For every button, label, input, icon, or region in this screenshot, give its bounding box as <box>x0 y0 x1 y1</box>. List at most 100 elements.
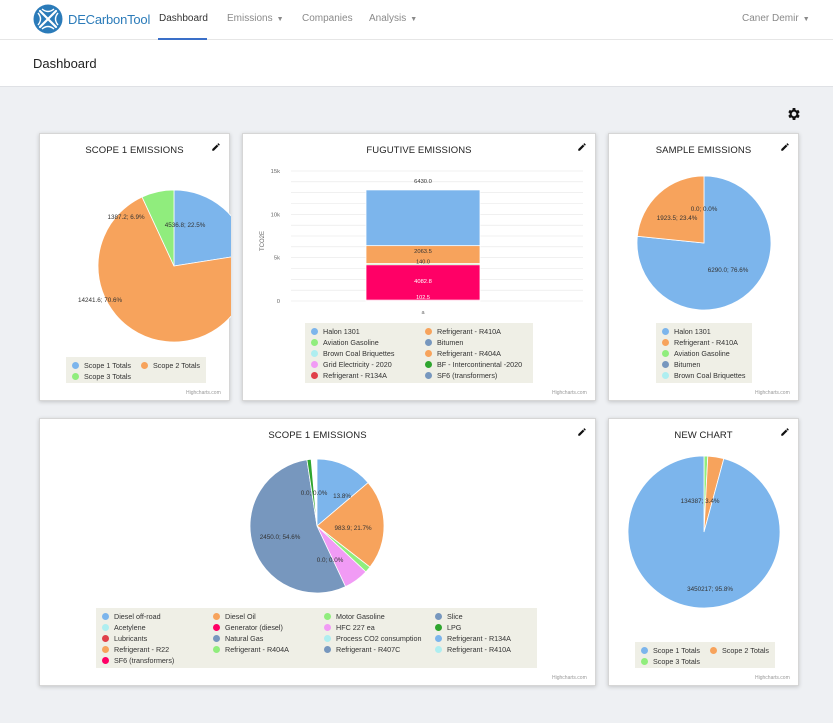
legend-marker <box>102 635 109 642</box>
fugitive-emissions-card: FUGUTIVE EMISSIONS TCO2E 0 5k 10k 15k 6430.… <box>242 133 596 401</box>
legend-item[interactable]: Aviation Gasoline <box>662 349 730 358</box>
legend-item[interactable]: Refrigerant - R410A <box>435 645 511 654</box>
card-title: SCOPE 1 EMISSIONS <box>268 430 367 441</box>
legend-item[interactable]: Scope 1 Totals <box>72 361 131 370</box>
legend-marker <box>662 350 669 357</box>
legend-item[interactable]: Slice <box>435 612 463 621</box>
legend-item[interactable]: Refrigerant - R22 <box>102 645 169 654</box>
legend-item[interactable]: Brown Coal Briquettes <box>311 349 395 358</box>
legend-item[interactable]: HFC 227 ea <box>324 623 375 632</box>
pencil-edit-icon[interactable] <box>211 142 221 152</box>
pie-slice-scope1[interactable] <box>173 189 231 267</box>
legend-item[interactable]: Lubricants <box>102 634 147 643</box>
highcharts-credit[interactable]: Highcharts.com <box>552 390 587 396</box>
legend-item[interactable]: Halon 1301 <box>662 327 711 336</box>
bar-segment-refrigerant-r404a[interactable] <box>365 264 481 301</box>
legend-item[interactable]: Diesel off-road <box>102 612 161 621</box>
legend-item[interactable]: Process CO2 consumption <box>324 634 422 643</box>
legend-item[interactable]: SF6 (transformers) <box>425 371 497 380</box>
nav-companies[interactable]: Companies <box>302 13 353 24</box>
chart-legend: Scope 1 Totals Scope 2 Totals Scope 3 To… <box>66 357 206 383</box>
y-tick-label: 0 <box>277 299 280 305</box>
bar-label-r404a: 4082.8 <box>414 279 432 285</box>
legend-marker <box>102 646 109 653</box>
legend-label: Bitumen <box>437 338 464 347</box>
highcharts-credit[interactable]: Highcharts.com <box>186 390 221 396</box>
pie-label-scope1: 3450217; 95.8% <box>687 586 733 593</box>
pie-slice-halon[interactable] <box>636 175 772 311</box>
pie-label-zero: 0.0; 0.0% <box>691 206 718 213</box>
card-title: SAMPLE EMISSIONS <box>655 145 752 156</box>
legend-label: Scope 2 Totals <box>153 361 201 370</box>
brand-name[interactable]: DECarbonTool <box>68 12 151 27</box>
legend-item[interactable]: LPG <box>435 623 461 632</box>
legend-label: Refrigerant - R22 <box>114 645 170 654</box>
legend-marker <box>425 328 432 335</box>
legend-item[interactable]: Brown Coal Briquettes <box>662 371 746 380</box>
nav-emissions-label: Emissions <box>227 13 273 24</box>
legend-item[interactable]: Acetylene <box>102 623 146 632</box>
highcharts-credit[interactable]: Highcharts.com <box>755 675 790 681</box>
legend-marker <box>213 613 220 620</box>
pie-label-scope1: 4536.8; 22.5% <box>165 222 206 229</box>
y-tick-label: 15k <box>271 169 280 175</box>
legend-label: Motor Gasoline <box>336 612 385 621</box>
nav-analysis[interactable]: Analysis ▼ <box>369 13 417 24</box>
legend-label: HFC 227 ea <box>336 623 375 632</box>
pie-slice-r410a[interactable] <box>636 175 705 244</box>
legend-item[interactable]: Scope 2 Totals <box>710 646 769 655</box>
decarbon-logo-icon[interactable] <box>33 4 63 34</box>
legend-item[interactable]: Halon 1301 <box>311 327 360 336</box>
legend-marker <box>72 362 79 369</box>
pie-slice-diesel-off-road[interactable] <box>316 458 369 527</box>
legend-item[interactable]: Refrigerant - R410A <box>425 327 501 336</box>
legend-item[interactable]: Scope 3 Totals <box>641 657 700 666</box>
pie-slice-scope3[interactable] <box>141 189 175 267</box>
legend-item[interactable]: Diesel Oil <box>213 612 256 621</box>
nav-emissions[interactable]: Emissions ▼ <box>227 13 284 24</box>
legend-item[interactable]: Generator (diesel) <box>213 623 283 632</box>
pie-slice-scope2[interactable] <box>97 196 231 343</box>
legend-label: Aviation Gasoline <box>323 338 379 347</box>
pencil-edit-icon[interactable] <box>780 427 790 437</box>
legend-marker <box>213 635 220 642</box>
legend-item[interactable]: Bitumen <box>425 338 463 347</box>
chart-legend: Diesel off-road Diesel Oil Motor Gasolin… <box>96 608 537 668</box>
pie-slice-lpg[interactable] <box>306 458 318 527</box>
pie-slice-scope1[interactable] <box>627 455 781 609</box>
legend-item[interactable]: Refrigerant - R404A <box>213 645 289 654</box>
legend-item[interactable]: Refrigerant - R134A <box>311 371 387 380</box>
legend-item[interactable]: Motor Gasoline <box>324 612 385 621</box>
legend-marker <box>324 613 331 620</box>
legend-item[interactable]: Aviation Gasoline <box>311 338 379 347</box>
legend-item[interactable]: Natural Gas <box>213 634 263 643</box>
legend-item[interactable]: Grid Electricity - 2020 <box>311 360 392 369</box>
legend-item[interactable]: Scope 2 Totals <box>141 361 200 370</box>
pie-label-diesel-offroad: 13.8% <box>333 493 351 500</box>
legend-item[interactable]: Scope 1 Totals <box>641 646 700 655</box>
pie-slice-slice[interactable] <box>249 459 347 594</box>
user-menu[interactable]: Caner Demir ▼ <box>742 13 810 24</box>
card-title: NEW CHART <box>674 430 733 441</box>
pie-label-diesel-oil: 983.9; 21.7% <box>334 525 372 532</box>
highcharts-credit[interactable]: Highcharts.com <box>755 390 790 396</box>
legend-item[interactable]: Refrigerant - R404A <box>425 349 501 358</box>
legend-marker <box>662 372 669 379</box>
legend-item[interactable]: SF6 (transformers) <box>102 656 174 665</box>
nav-dashboard[interactable]: Dashboard <box>159 13 208 24</box>
legend-item[interactable]: Refrigerant - R407C <box>324 645 400 654</box>
highcharts-credit[interactable]: Highcharts.com <box>552 675 587 681</box>
pencil-edit-icon[interactable] <box>780 142 790 152</box>
pencil-edit-icon[interactable] <box>577 427 587 437</box>
legend-item[interactable]: Refrigerant - R410A <box>662 338 738 347</box>
bar-segment-halon-1301[interactable] <box>365 189 481 247</box>
pie-slice-diesel-oil[interactable] <box>316 482 385 568</box>
legend-item[interactable]: Bitumen <box>662 360 700 369</box>
pencil-edit-icon[interactable] <box>577 142 587 152</box>
legend-item[interactable]: Refrigerant - R134A <box>435 634 511 643</box>
gear-icon[interactable] <box>786 106 802 122</box>
legend-item[interactable]: Scope 3 Totals <box>72 372 131 381</box>
scope1-pie-chart: 4536.8; 22.5% 14241.6; 70.6% 1387.2; 6.9… <box>78 189 231 343</box>
legend-item[interactable]: BF - Intercontinental -2020 <box>425 360 522 369</box>
chart-legend: Halon 1301 Refrigerant - R410A Aviation … <box>656 323 752 383</box>
